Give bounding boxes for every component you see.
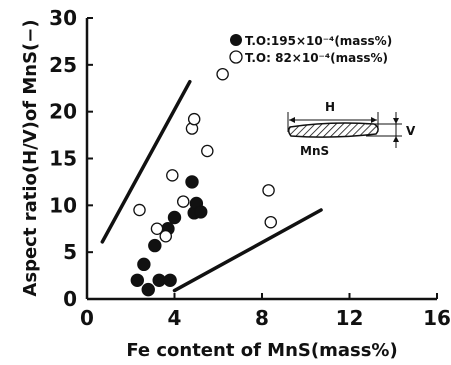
x-tick-label: 8 bbox=[255, 306, 269, 330]
y-tick-label: 10 bbox=[49, 193, 77, 217]
x-tick-label: 12 bbox=[336, 306, 364, 330]
filled-data-point bbox=[130, 273, 145, 287]
inset-width-label: H bbox=[325, 100, 335, 114]
boundary-line bbox=[100, 79, 192, 244]
open-data-point bbox=[216, 67, 229, 81]
y-axis-ticks: 0 5 10 15 20 25 30 bbox=[49, 6, 93, 311]
filled-data-point bbox=[141, 282, 155, 297]
y-tick-label: 25 bbox=[49, 53, 77, 77]
filled-data-point bbox=[137, 257, 151, 272]
open-data-point bbox=[264, 215, 277, 229]
legend-entry-195: T.O:195×10⁻⁴(mass%) bbox=[245, 34, 392, 48]
inset-height-label: V bbox=[406, 124, 416, 138]
filled-data-point bbox=[148, 238, 162, 253]
inset-mns-diagram: H V MnS bbox=[287, 100, 416, 158]
y-tick-label: 5 bbox=[63, 240, 77, 264]
y-axis-title: Aspect ratio(H/V)of MnS(−) bbox=[20, 19, 41, 296]
filled-data-point bbox=[167, 210, 182, 225]
x-tick-label: 16 bbox=[423, 306, 451, 330]
y-tick-label: 15 bbox=[49, 147, 77, 171]
filled-data-point bbox=[185, 175, 199, 189]
y-tick-label: 0 bbox=[63, 287, 77, 311]
y-tick-label: 20 bbox=[49, 100, 77, 124]
open-data-point bbox=[166, 169, 179, 182]
legend-filled-circle-icon bbox=[230, 34, 242, 46]
legend-entry-82: T.O: 82×10⁻⁴(mass%) bbox=[245, 51, 388, 65]
mns-particle-shape bbox=[287, 122, 379, 138]
boundary-line bbox=[172, 208, 323, 293]
legend-open-circle-icon bbox=[229, 50, 243, 64]
legend: T.O:195×10⁻⁴(mass%) T.O: 82×10⁻⁴(mass%) bbox=[229, 34, 392, 65]
open-data-point bbox=[201, 144, 214, 158]
open-data-point bbox=[133, 203, 146, 217]
open-data-point bbox=[150, 222, 164, 235]
inset-mns-label: MnS bbox=[300, 144, 329, 158]
open-data-point bbox=[187, 112, 201, 126]
x-axis-title: Fe content of MnS(mass%) bbox=[126, 340, 397, 361]
x-tick-label: 4 bbox=[168, 306, 182, 330]
x-tick-label: 0 bbox=[80, 306, 94, 330]
open-data-point bbox=[262, 184, 275, 197]
boundary-lines bbox=[100, 79, 323, 293]
filled-data-point bbox=[194, 205, 208, 219]
data-points bbox=[130, 67, 277, 297]
open-data-point bbox=[159, 229, 172, 243]
open-data-point bbox=[176, 195, 190, 208]
filled-data-point bbox=[163, 273, 177, 287]
y-tick-label: 30 bbox=[49, 6, 77, 30]
x-axis-ticks: 0 4 8 12 16 bbox=[80, 293, 451, 330]
